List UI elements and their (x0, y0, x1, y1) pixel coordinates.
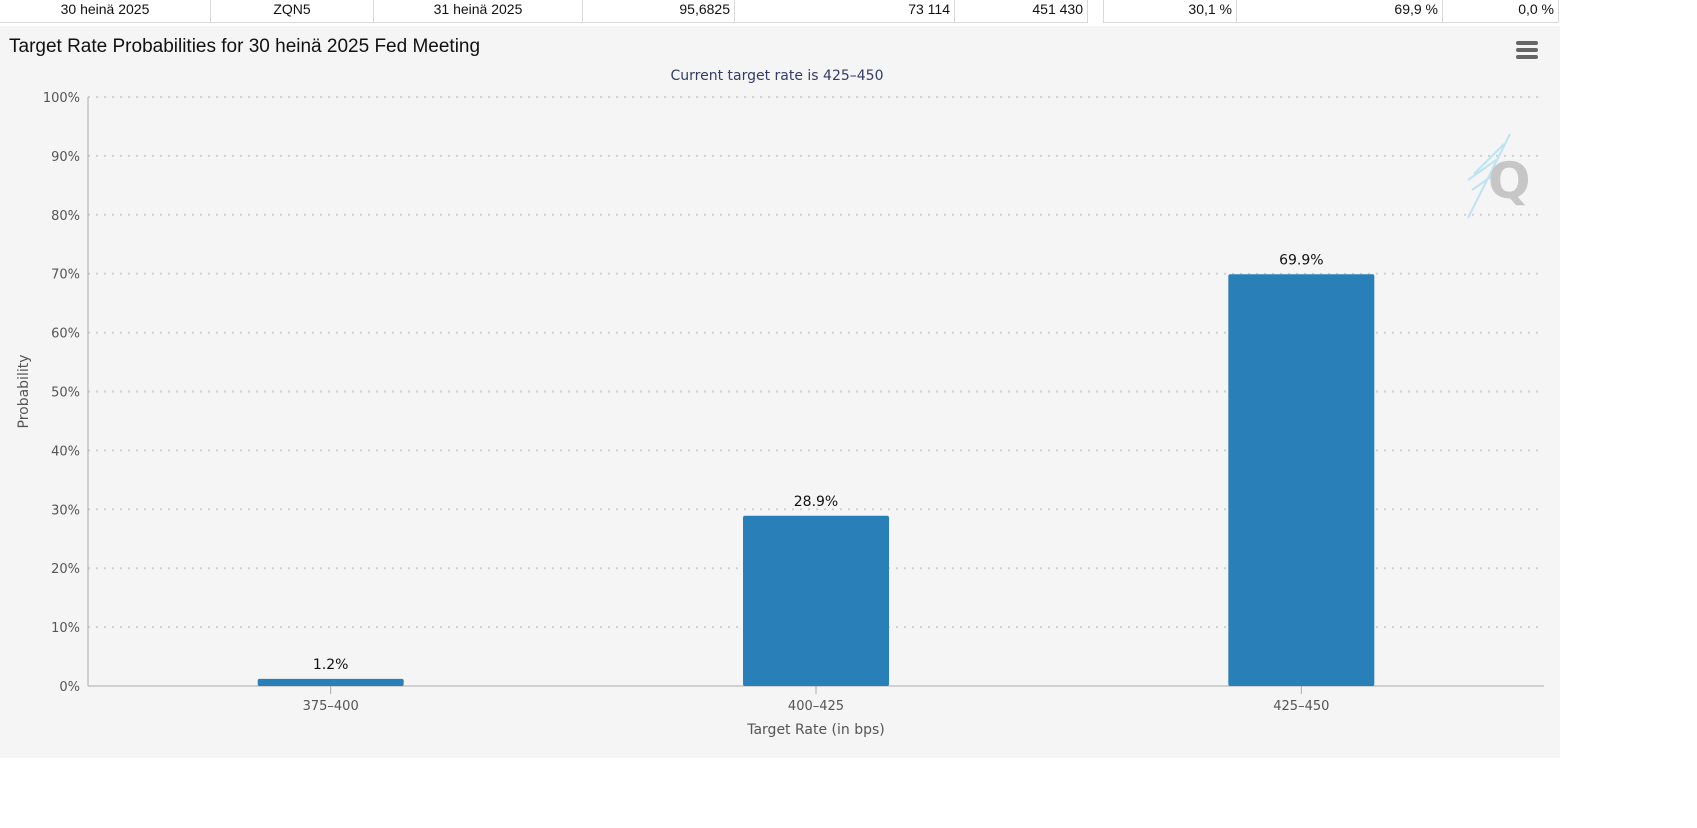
y-axis-title: Probability (16, 354, 32, 428)
y-tick-label: 10% (51, 621, 80, 636)
chart-subtitle: Current target rate is 425–450 (670, 68, 884, 84)
meeting-summary-row: 30 heinä 2025 ZQN5 31 heinä 2025 95,6825… (0, 0, 1697, 24)
expires-cell: 31 heinä 2025 (374, 0, 583, 23)
svg-text:Q: Q (1488, 152, 1531, 210)
x-tick-label: 425–450 (1273, 699, 1329, 714)
contract-cell: ZQN5 (211, 0, 374, 23)
bar-425–450 (1228, 274, 1375, 686)
data-label: 1.2% (313, 657, 349, 673)
bar-375–400 (257, 678, 404, 686)
y-tick-label: 70% (51, 268, 80, 283)
y-tick-label: 100% (43, 91, 80, 106)
prob-ease-cell: 30,1 % (1103, 0, 1237, 23)
prior-oi-cell: 451 430 (955, 0, 1088, 23)
y-tick-label: 50% (51, 386, 80, 401)
y-tick-label: 40% (51, 444, 80, 459)
data-label: 28.9% (794, 494, 838, 510)
chart-panel: 0% 10% 20% 30% 40% 50% 60% 70% 80% 90% 100% 1.2% 375… (0, 26, 1560, 758)
q-logo-icon: Q (1467, 133, 1531, 219)
data-label: 69.9% (1279, 252, 1323, 268)
x-axis-title: Target Rate (in bps) (746, 722, 885, 738)
bar-chart: 0% 10% 20% 30% 40% 50% 60% 70% 80% 90% 100% 1.2% 375… (16, 91, 1544, 738)
y-tick-label: 30% (51, 503, 80, 518)
y-tick-label: 90% (51, 150, 80, 165)
x-tick-label: 400–425 (788, 699, 844, 714)
y-tick-label: 0% (59, 680, 80, 695)
mid-price-cell: 95,6825 (583, 0, 735, 23)
prob-hike-cell: 0,0 % (1443, 0, 1559, 23)
y-tick-label: 80% (51, 209, 80, 224)
meeting-date-cell: 30 heinä 2025 (0, 0, 211, 23)
prob-no-change-cell: 69,9 % (1237, 0, 1443, 23)
y-tick-label: 60% (51, 327, 80, 342)
hamburger-menu-icon[interactable] (1516, 41, 1540, 63)
y-tick-label: 20% (51, 562, 80, 577)
x-tick-label: 375–400 (303, 699, 359, 714)
chart-title: Target Rate Probabilities for 30 heinä 2… (9, 36, 481, 57)
prior-volume-cell: 73 114 (735, 0, 955, 23)
bar-400–425 (743, 515, 889, 686)
